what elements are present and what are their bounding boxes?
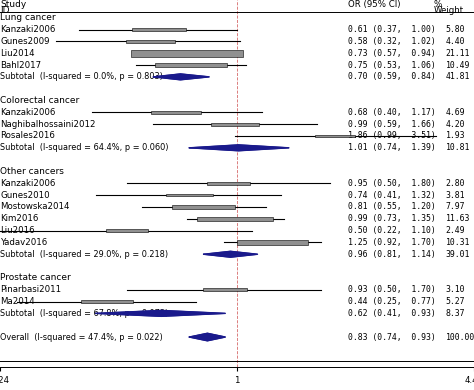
Text: 39.01: 39.01 <box>446 250 470 259</box>
Text: Subtotal  (I-squared = 67.8%, p = 0.078): Subtotal (I-squared = 67.8%, p = 0.078) <box>0 309 169 318</box>
Text: Yadav2016: Yadav2016 <box>0 238 48 247</box>
Bar <box>132 28 186 31</box>
Bar <box>208 182 250 184</box>
Bar <box>316 135 355 137</box>
Bar <box>81 300 133 303</box>
Text: Ma2014: Ma2014 <box>0 297 35 306</box>
Bar <box>166 194 212 197</box>
Text: Gunes2010: Gunes2010 <box>0 191 50 200</box>
Text: Other cancers: Other cancers <box>0 167 64 176</box>
Bar <box>173 205 235 209</box>
Text: ID: ID <box>0 5 10 14</box>
Text: 0.93 (0.50,  1.70): 0.93 (0.50, 1.70) <box>348 285 436 294</box>
Text: Rosales2016: Rosales2016 <box>0 131 55 140</box>
Bar <box>106 229 148 232</box>
Text: 21.11: 21.11 <box>446 49 470 58</box>
Text: 0.83 (0.74,  0.93): 0.83 (0.74, 0.93) <box>348 333 436 342</box>
Text: 3.10: 3.10 <box>446 285 465 294</box>
Text: 0.50 (0.22,  1.10): 0.50 (0.22, 1.10) <box>348 226 436 235</box>
Text: 0.44 (0.25,  0.77): 0.44 (0.25, 0.77) <box>348 297 436 306</box>
Text: 10.31: 10.31 <box>446 238 470 247</box>
Text: 10.81: 10.81 <box>446 143 470 152</box>
Text: 4.20: 4.20 <box>446 120 465 129</box>
Bar <box>151 111 201 114</box>
Text: Mostowska2014: Mostowska2014 <box>0 202 70 211</box>
Bar <box>197 216 273 221</box>
Text: Bahl2017: Bahl2017 <box>0 60 42 69</box>
Text: Liu2016: Liu2016 <box>0 226 35 235</box>
Text: 1.93: 1.93 <box>446 131 465 140</box>
Text: 8.37: 8.37 <box>446 309 465 318</box>
Bar <box>203 289 247 291</box>
Text: 11.63: 11.63 <box>446 214 470 223</box>
Text: OR (95% CI): OR (95% CI) <box>348 0 401 9</box>
Bar <box>237 240 308 245</box>
Text: 0.70 (0.59,  0.84): 0.70 (0.59, 0.84) <box>348 73 436 82</box>
Text: 10.49: 10.49 <box>446 60 470 69</box>
Text: 2.49: 2.49 <box>446 226 465 235</box>
Text: Colorectal cancer: Colorectal cancer <box>0 96 80 105</box>
Text: 2.80: 2.80 <box>446 179 465 188</box>
Text: 0.61 (0.37,  1.00): 0.61 (0.37, 1.00) <box>348 25 436 34</box>
Bar <box>131 50 243 57</box>
Text: Kanzaki2006: Kanzaki2006 <box>0 108 56 117</box>
Bar <box>155 63 228 67</box>
Text: Study: Study <box>0 0 27 9</box>
Text: 0.73 (0.57,  0.94): 0.73 (0.57, 0.94) <box>348 49 436 58</box>
Text: Liu2014: Liu2014 <box>0 49 35 58</box>
Polygon shape <box>189 145 289 151</box>
Text: 41.81: 41.81 <box>446 73 470 82</box>
Polygon shape <box>203 251 258 257</box>
Text: 0.62 (0.41,  0.93): 0.62 (0.41, 0.93) <box>348 309 436 318</box>
Text: Pinarbasi2011: Pinarbasi2011 <box>0 285 62 294</box>
Text: 0.96 (0.81,  1.14): 0.96 (0.81, 1.14) <box>348 250 436 259</box>
Text: 4.69: 4.69 <box>446 108 465 117</box>
Text: 5.27: 5.27 <box>446 297 465 306</box>
Text: 0.74 (0.41,  1.32): 0.74 (0.41, 1.32) <box>348 191 436 200</box>
Bar <box>126 40 175 43</box>
Text: Weight: Weight <box>434 5 464 14</box>
Polygon shape <box>96 310 226 316</box>
Text: 0.75 (0.53,  1.06): 0.75 (0.53, 1.06) <box>348 60 436 69</box>
Text: Kanzaki2006: Kanzaki2006 <box>0 25 56 34</box>
Text: 0.68 (0.40,  1.17): 0.68 (0.40, 1.17) <box>348 108 436 117</box>
Text: Prostate cancer: Prostate cancer <box>0 273 71 282</box>
Bar <box>211 123 259 126</box>
Polygon shape <box>189 333 226 341</box>
Text: Overall  (I-squared = 47.4%, p = 0.022): Overall (I-squared = 47.4%, p = 0.022) <box>0 333 163 342</box>
Text: Naghibalhossaini2012: Naghibalhossaini2012 <box>0 120 96 129</box>
Text: Subtotal  (I-squared = 64.4%, p = 0.060): Subtotal (I-squared = 64.4%, p = 0.060) <box>0 143 169 152</box>
Text: Subtotal  (I-squared = 0.0%, p = 0.803): Subtotal (I-squared = 0.0%, p = 0.803) <box>0 73 164 82</box>
Text: 1.86 (0.99,  3.51): 1.86 (0.99, 3.51) <box>348 131 436 140</box>
Text: Kim2016: Kim2016 <box>0 214 39 223</box>
Text: Gunes2009: Gunes2009 <box>0 37 50 46</box>
Polygon shape <box>154 74 210 80</box>
Text: 1.01 (0.74,  1.39): 1.01 (0.74, 1.39) <box>348 143 436 152</box>
Text: Subtotal  (I-squared = 29.0%, p = 0.218): Subtotal (I-squared = 29.0%, p = 0.218) <box>0 250 169 259</box>
Text: 0.95 (0.50,  1.80): 0.95 (0.50, 1.80) <box>348 179 436 188</box>
Text: 4.40: 4.40 <box>446 37 465 46</box>
Text: %: % <box>434 0 442 9</box>
Text: 7.97: 7.97 <box>446 202 465 211</box>
Text: 5.80: 5.80 <box>446 25 465 34</box>
Text: Lung cancer: Lung cancer <box>0 13 56 22</box>
Text: 0.58 (0.32,  1.02): 0.58 (0.32, 1.02) <box>348 37 436 46</box>
Text: Kanzaki2006: Kanzaki2006 <box>0 179 56 188</box>
Text: 0.99 (0.73,  1.35): 0.99 (0.73, 1.35) <box>348 214 436 223</box>
Text: 100.00: 100.00 <box>446 333 474 342</box>
Text: 3.81: 3.81 <box>446 191 465 200</box>
Text: 0.81 (0.55,  1.20): 0.81 (0.55, 1.20) <box>348 202 436 211</box>
Text: 0.99 (0.59,  1.66): 0.99 (0.59, 1.66) <box>348 120 436 129</box>
Text: 1.25 (0.92,  1.70): 1.25 (0.92, 1.70) <box>348 238 436 247</box>
